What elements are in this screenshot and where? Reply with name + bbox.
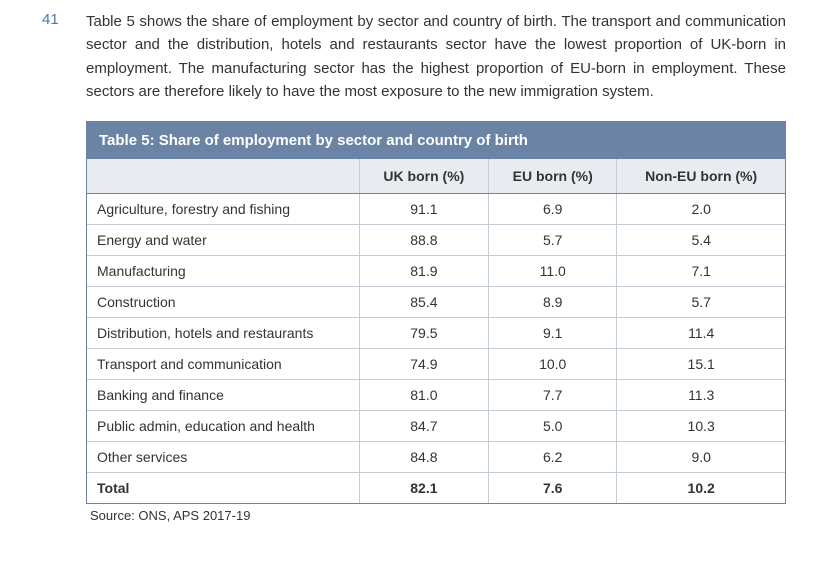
cell-noneu: 7.1 xyxy=(617,256,785,287)
table-row: Energy and water88.85.75.4 xyxy=(87,225,785,256)
table-row: Other services84.86.29.0 xyxy=(87,442,785,473)
table-row: Banking and finance81.07.711.3 xyxy=(87,380,785,411)
paragraph-row: 41 Table 5 shows the share of employment… xyxy=(42,10,786,103)
cell-sector: Transport and communication xyxy=(87,349,359,380)
cell-noneu: 9.0 xyxy=(617,442,785,473)
cell-uk: 88.8 xyxy=(359,225,488,256)
cell-sector: Energy and water xyxy=(87,225,359,256)
cell-eu: 7.6 xyxy=(489,473,617,504)
cell-uk: 79.5 xyxy=(359,318,488,349)
cell-sector: Distribution, hotels and restaurants xyxy=(87,318,359,349)
cell-uk: 84.7 xyxy=(359,411,488,442)
cell-uk: 81.9 xyxy=(359,256,488,287)
cell-uk: 91.1 xyxy=(359,194,488,225)
cell-eu: 6.9 xyxy=(489,194,617,225)
cell-noneu: 5.7 xyxy=(617,287,785,318)
table-container: Table 5: Share of employment by sector a… xyxy=(86,121,786,504)
cell-noneu: 11.3 xyxy=(617,380,785,411)
employment-table: UK born (%) EU born (%) Non-EU born (%) … xyxy=(87,159,785,503)
cell-sector: Banking and finance xyxy=(87,380,359,411)
cell-uk: 74.9 xyxy=(359,349,488,380)
cell-sector: Total xyxy=(87,473,359,504)
table-row: Transport and communication74.910.015.1 xyxy=(87,349,785,380)
paragraph-number: 41 xyxy=(42,10,64,103)
table-header-row: UK born (%) EU born (%) Non-EU born (%) xyxy=(87,159,785,194)
cell-eu: 10.0 xyxy=(489,349,617,380)
cell-noneu: 10.3 xyxy=(617,411,785,442)
cell-sector: Manufacturing xyxy=(87,256,359,287)
table-row: Agriculture, forestry and fishing91.16.9… xyxy=(87,194,785,225)
table-row: Distribution, hotels and restaurants79.5… xyxy=(87,318,785,349)
cell-sector: Agriculture, forestry and fishing xyxy=(87,194,359,225)
cell-uk: 84.8 xyxy=(359,442,488,473)
cell-eu: 5.0 xyxy=(489,411,617,442)
cell-sector: Other services xyxy=(87,442,359,473)
cell-eu: 9.1 xyxy=(489,318,617,349)
table-source: Source: ONS, APS 2017-19 xyxy=(86,504,786,523)
cell-noneu: 15.1 xyxy=(617,349,785,380)
table-row-total: Total82.17.610.2 xyxy=(87,473,785,504)
cell-noneu: 11.4 xyxy=(617,318,785,349)
cell-eu: 8.9 xyxy=(489,287,617,318)
cell-sector: Construction xyxy=(87,287,359,318)
cell-eu: 5.7 xyxy=(489,225,617,256)
table-row: Construction85.48.95.7 xyxy=(87,287,785,318)
col-uk: UK born (%) xyxy=(359,159,488,194)
table-row: Public admin, education and health84.75.… xyxy=(87,411,785,442)
table-row: Manufacturing81.911.07.1 xyxy=(87,256,785,287)
cell-noneu: 10.2 xyxy=(617,473,785,504)
cell-noneu: 5.4 xyxy=(617,225,785,256)
col-sector xyxy=(87,159,359,194)
cell-noneu: 2.0 xyxy=(617,194,785,225)
cell-uk: 85.4 xyxy=(359,287,488,318)
cell-eu: 7.7 xyxy=(489,380,617,411)
table-title: Table 5: Share of employment by sector a… xyxy=(87,122,785,159)
col-noneu: Non-EU born (%) xyxy=(617,159,785,194)
col-eu: EU born (%) xyxy=(489,159,617,194)
cell-eu: 6.2 xyxy=(489,442,617,473)
cell-sector: Public admin, education and health xyxy=(87,411,359,442)
paragraph-text: Table 5 shows the share of employment by… xyxy=(86,10,786,103)
cell-uk: 82.1 xyxy=(359,473,488,504)
cell-eu: 11.0 xyxy=(489,256,617,287)
cell-uk: 81.0 xyxy=(359,380,488,411)
